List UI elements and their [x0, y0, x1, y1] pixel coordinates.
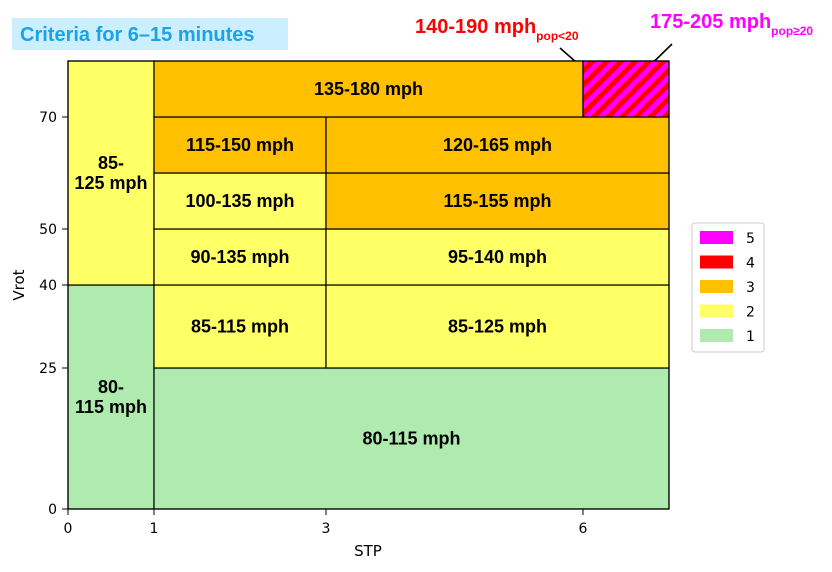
y-tick-label-4: 70 [39, 110, 57, 126]
chart-title: Criteria for 6–15 minutes [20, 24, 255, 46]
cell-label-7-0: 100-135 mph [185, 191, 294, 211]
legend-label-2: 2 [746, 305, 755, 321]
y-tick-label-2: 40 [39, 278, 57, 294]
cell-8 [325, 172, 670, 230]
cell-12 [582, 60, 670, 118]
y-tick-label-1: 25 [39, 361, 57, 377]
cell-label-6-0: 95-140 mph [448, 247, 547, 267]
cell-label-1-0: 85- [98, 153, 124, 173]
legend-swatch-5 [700, 231, 733, 244]
cell-label-3-0: 85-115 mph [191, 317, 289, 337]
cell-label-2-0: 80-115 mph [362, 429, 460, 449]
cell-10 [325, 116, 670, 174]
cell-labels: 80-115 mph 85-125 mph 80-115 mph 85-115 mph… [74, 79, 552, 449]
legend: 5 4 3 2 1 [691, 222, 765, 353]
y-axis-label: Vrot [10, 269, 28, 300]
x-tick-label-1: 1 [150, 521, 159, 537]
cell-label-5-0: 90-135 mph [190, 247, 289, 267]
x-axis-label: STP [354, 542, 382, 560]
legend-swatch-4 [700, 255, 733, 269]
y-tick-label-0: 0 [48, 502, 57, 518]
legend-label-1: 1 [746, 329, 755, 345]
cell-label-10-0: 120-165 mph [443, 135, 552, 155]
chart-title-box [12, 18, 288, 50]
legend-swatch-1 [700, 329, 733, 342]
y-axis: 0 25 40 50 70 [39, 110, 68, 518]
x-axis: 0 1 3 6 [64, 509, 588, 537]
legend-swatch-3 [700, 280, 733, 293]
annotation-magenta: 175-205 mphpop≥20 [650, 11, 813, 38]
x-tick-label-0: 0 [64, 521, 73, 537]
x-tick-label-3: 6 [579, 521, 588, 537]
cell-2 [153, 367, 670, 510]
y-tick-label-3: 50 [39, 222, 57, 238]
cell-label-8-0: 115-155 mph [443, 191, 551, 211]
legend-label-4: 4 [746, 256, 755, 272]
cell-label-9-0: 115-150 mph [186, 135, 294, 155]
legend-label-3: 3 [746, 280, 755, 296]
legend-swatch-2 [700, 304, 733, 318]
cell-label-0-1: 115 mph [75, 397, 147, 417]
cell-label-11-0: 135-180 mph [314, 79, 423, 99]
cell-6 [325, 228, 670, 286]
annotation-red: 140-190 mphpop<20 [415, 16, 579, 43]
x-tick-label-2: 3 [322, 521, 331, 537]
cell-0 [67, 284, 155, 510]
plot-cells [67, 60, 670, 510]
legend-label-5: 5 [746, 231, 755, 247]
cell-label-1-1: 125 mph [74, 173, 147, 193]
cell-label-4-0: 85-125 mph [448, 317, 547, 337]
cell-label-0-0: 80- [98, 377, 124, 397]
